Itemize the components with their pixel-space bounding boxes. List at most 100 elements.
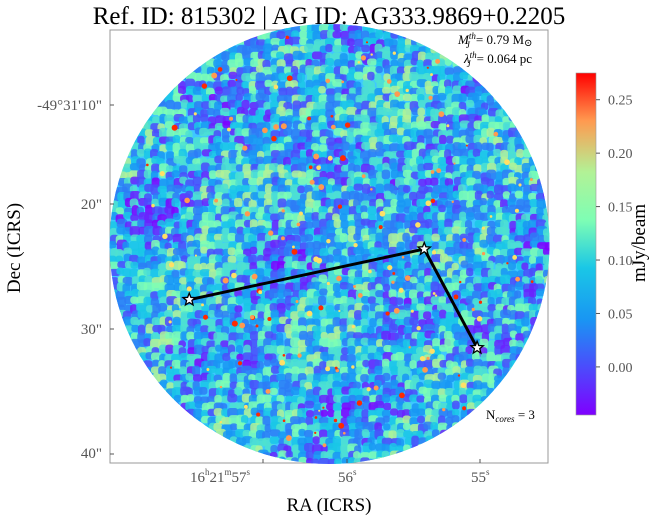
noise-cell xyxy=(348,254,357,264)
noise-cell xyxy=(263,101,271,110)
noise-cell xyxy=(416,408,426,416)
hot-spot xyxy=(326,238,331,244)
noise-cell xyxy=(213,248,225,257)
noise-cell xyxy=(396,127,405,136)
noise-cell xyxy=(249,240,259,249)
noise-cell xyxy=(130,261,139,269)
noise-cell xyxy=(439,270,448,278)
noise-cell xyxy=(318,157,327,165)
hot-spot xyxy=(231,320,238,327)
noise-cell xyxy=(255,72,266,84)
noise-cell xyxy=(171,198,180,208)
hot-spot xyxy=(408,346,411,349)
noise-cell xyxy=(339,24,348,31)
noise-cell xyxy=(458,190,469,201)
noise-cell xyxy=(227,247,236,256)
noise-cell xyxy=(207,192,215,201)
noise-cell xyxy=(409,360,417,369)
y-tick-label: -49°31'10" xyxy=(37,98,102,114)
hot-spot xyxy=(393,307,400,314)
hot-spot xyxy=(429,348,435,354)
hot-spot xyxy=(235,78,238,82)
noise-cell xyxy=(466,200,474,209)
hot-spot xyxy=(431,250,437,255)
noise-cell xyxy=(166,176,175,187)
hot-spot xyxy=(405,88,409,93)
noise-cell xyxy=(417,135,425,145)
noise-cell xyxy=(340,58,350,68)
noise-cell xyxy=(375,31,383,39)
hot-spot xyxy=(351,365,355,369)
hot-spot xyxy=(313,153,320,160)
noise-cell xyxy=(543,232,550,243)
noise-cell xyxy=(270,113,281,124)
noise-cell xyxy=(382,206,392,215)
noise-cell xyxy=(339,324,347,333)
hot-spot xyxy=(351,325,355,329)
noise-cell xyxy=(158,302,168,312)
noise-cell xyxy=(227,232,237,242)
noise-cell xyxy=(388,323,398,333)
hot-spot xyxy=(291,248,298,255)
hot-spot xyxy=(446,124,450,128)
hot-spot xyxy=(298,211,304,216)
noise-cell xyxy=(276,66,285,75)
noise-cell xyxy=(516,270,526,278)
noise-cell xyxy=(179,141,188,150)
hot-spot xyxy=(365,41,369,44)
noise-cell xyxy=(255,127,264,139)
noise-cell xyxy=(227,393,238,403)
noise-cell xyxy=(297,310,306,318)
noise-cell xyxy=(397,192,405,203)
noise-cell xyxy=(192,219,202,231)
noise-cell xyxy=(222,353,231,361)
noise-cell xyxy=(416,303,426,311)
noise-cell xyxy=(305,79,314,90)
noise-cell xyxy=(278,219,287,230)
noise-cell xyxy=(404,267,414,276)
noise-cell xyxy=(220,170,231,179)
hot-spot xyxy=(314,416,318,419)
noise-cell xyxy=(214,394,222,404)
noise-cell xyxy=(402,169,413,178)
noise-cell xyxy=(243,171,253,181)
noise-cell xyxy=(494,288,503,298)
noise-cell xyxy=(354,270,364,279)
noise-cell xyxy=(528,256,537,264)
noise-cell xyxy=(284,227,293,237)
noise-cell xyxy=(403,326,413,335)
noise-cell xyxy=(396,204,405,213)
noise-cell xyxy=(248,178,259,186)
noise-cell xyxy=(487,345,496,353)
noise-cell xyxy=(283,246,294,258)
hot-spot xyxy=(338,422,345,429)
noise-cell xyxy=(178,116,189,125)
noise-cell xyxy=(438,204,446,213)
noise-cell xyxy=(537,248,545,259)
noise-cell xyxy=(486,169,497,181)
noise-cell xyxy=(431,380,441,390)
noise-cell xyxy=(263,359,272,367)
x-tick-label: 16h21m57s xyxy=(190,467,251,486)
noise-cell xyxy=(507,239,515,251)
y-tick-label: 20" xyxy=(81,197,102,213)
hot-spot xyxy=(460,382,467,389)
hot-spot xyxy=(504,159,510,166)
noise-cell xyxy=(417,120,426,132)
noise-cell xyxy=(446,135,455,144)
noise-cell xyxy=(157,185,168,194)
hot-spot xyxy=(336,275,342,282)
noise-cell xyxy=(229,86,239,97)
hot-spot xyxy=(451,200,454,204)
hot-spot xyxy=(201,303,204,307)
noise-cell xyxy=(270,92,279,102)
hot-spot xyxy=(430,73,433,77)
hot-spot xyxy=(227,127,231,132)
noise-cell xyxy=(283,345,292,354)
noise-cell xyxy=(452,400,460,410)
noise-cell xyxy=(248,134,258,146)
noise-cell xyxy=(297,261,308,271)
noise-cell xyxy=(206,108,216,116)
noise-cell xyxy=(383,108,391,116)
noise-cell xyxy=(362,359,370,367)
